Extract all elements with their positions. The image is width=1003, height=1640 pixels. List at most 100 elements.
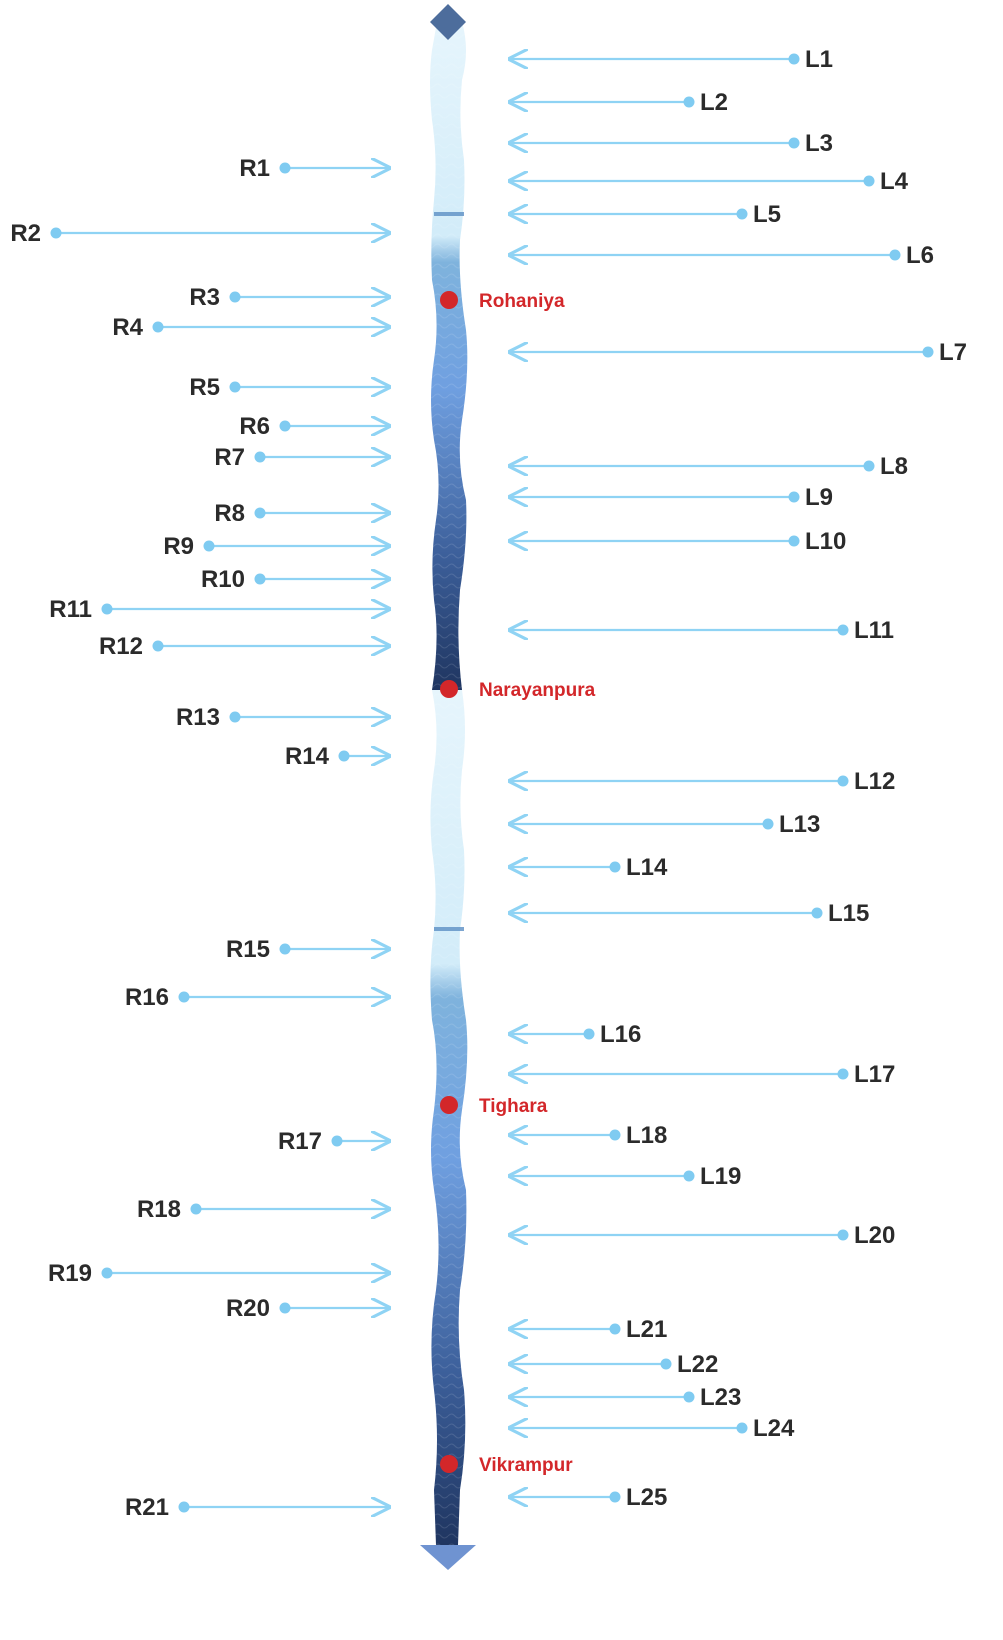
tributary-l25: L25 — [510, 1484, 667, 1511]
tributary-l15: L15 — [510, 900, 869, 927]
tributary-r2: R2 — [10, 220, 389, 247]
right-tributaries: R1 R2 R3 R4 R5 R6 R7 R8 R9 R10 R11 R12 R13 R14 R15 R16 R… — [10, 155, 389, 1521]
tributary-label: R8 — [214, 500, 245, 527]
tributary-l21: L21 — [510, 1316, 667, 1343]
tributary-label: L2 — [700, 89, 728, 116]
tributary-origin-dot — [178, 1501, 190, 1513]
tributary-origin-dot — [788, 53, 800, 65]
tributary-label: R14 — [285, 743, 330, 770]
tributary-label: R11 — [49, 596, 92, 623]
tributary-origin-dot — [837, 775, 849, 787]
tributary-label: L1 — [805, 46, 833, 73]
tributary-label: R17 — [278, 1128, 322, 1155]
tributary-label: L11 — [854, 617, 894, 644]
tributary-origin-dot — [279, 420, 291, 432]
tributary-l7: L7 — [510, 339, 967, 366]
tributary-origin-dot — [101, 1267, 113, 1279]
tributary-label: L9 — [805, 484, 833, 511]
river-source-diamond-icon — [430, 4, 466, 40]
tributary-label: L17 — [854, 1061, 895, 1088]
tributary-r19: R19 — [48, 1260, 389, 1287]
tributary-l5: L5 — [510, 201, 781, 228]
place-narayanpura: Narayanpura — [440, 680, 596, 701]
tributary-origin-dot — [254, 507, 266, 519]
tributary-origin-dot — [279, 1302, 291, 1314]
tributary-r20: R20 — [226, 1295, 389, 1322]
tributary-label: R19 — [48, 1260, 92, 1287]
tributary-label: L23 — [700, 1384, 741, 1411]
tributary-origin-dot — [254, 573, 266, 585]
tributary-label: L16 — [600, 1021, 641, 1048]
tributary-label: R15 — [226, 936, 270, 963]
tributary-origin-dot — [583, 1028, 595, 1040]
tributary-r1: R1 — [239, 155, 389, 182]
tributary-l22: L22 — [510, 1351, 718, 1378]
tributary-l12: L12 — [510, 768, 895, 795]
tributary-l23: L23 — [510, 1384, 741, 1411]
tributary-label: L7 — [939, 339, 967, 366]
tributary-r10: R10 — [201, 566, 389, 593]
tributary-label: L19 — [700, 1163, 741, 1190]
tributary-origin-dot — [660, 1358, 672, 1370]
tributary-label: R4 — [112, 314, 143, 341]
location-dot-icon — [440, 291, 458, 309]
tributary-label: R20 — [226, 1295, 270, 1322]
tributary-origin-dot — [229, 711, 241, 723]
tributary-label: L13 — [779, 811, 820, 838]
tributary-origin-dot — [190, 1203, 202, 1215]
tributary-origin-dot — [101, 603, 113, 615]
tributary-r3: R3 — [189, 284, 389, 311]
location-dot-icon — [440, 1455, 458, 1473]
location-dot-icon — [440, 680, 458, 698]
tributary-origin-dot — [683, 1170, 695, 1182]
tributary-origin-dot — [609, 861, 621, 873]
tributary-label: R1 — [239, 155, 270, 182]
tributary-origin-dot — [863, 460, 875, 472]
tributary-r21: R21 — [125, 1494, 389, 1521]
tributary-label: R2 — [10, 220, 41, 247]
tributary-origin-dot — [837, 1229, 849, 1241]
tributary-r8: R8 — [214, 500, 389, 527]
tributary-origin-dot — [837, 624, 849, 636]
tributary-origin-dot — [229, 291, 241, 303]
tributary-label: L22 — [677, 1351, 718, 1378]
tributary-l20: L20 — [510, 1222, 895, 1249]
tributary-origin-dot — [152, 321, 164, 333]
tributary-label: L15 — [828, 900, 869, 927]
tributary-label: R7 — [214, 444, 245, 471]
tributary-origin-dot — [683, 1391, 695, 1403]
tributary-origin-dot — [788, 535, 800, 547]
tributary-l19: L19 — [510, 1163, 741, 1190]
tributary-label: R6 — [239, 413, 270, 440]
tributary-origin-dot — [178, 991, 190, 1003]
place-label: Tighara — [479, 1096, 548, 1117]
tributary-r6: R6 — [239, 413, 389, 440]
tributary-origin-dot — [609, 1129, 621, 1141]
tributary-origin-dot — [863, 175, 875, 187]
river-mouth-arrow-down-icon — [420, 1545, 476, 1570]
tributary-l1: L1 — [510, 46, 833, 73]
tributary-origin-dot — [889, 249, 901, 261]
tributary-origin-dot — [811, 907, 823, 919]
tributary-r13: R13 — [176, 704, 389, 731]
tributary-label: L4 — [880, 168, 909, 195]
river-texture-upper — [430, 22, 468, 690]
tributary-origin-dot — [788, 137, 800, 149]
tributary-origin-dot — [50, 227, 62, 239]
tributary-label: R10 — [201, 566, 245, 593]
tributary-origin-dot — [331, 1135, 343, 1147]
tributary-label: R16 — [125, 984, 169, 1011]
place-label: Narayanpura — [479, 680, 596, 701]
tributary-origin-dot — [922, 346, 934, 358]
tributary-origin-dot — [788, 491, 800, 503]
tributary-origin-dot — [279, 943, 291, 955]
tributary-label: L6 — [906, 242, 934, 269]
tributary-label: R18 — [137, 1196, 181, 1223]
river-waterline-upper — [434, 212, 464, 216]
tributary-origin-dot — [203, 540, 215, 552]
tributary-label: R3 — [189, 284, 220, 311]
tributary-label: L10 — [805, 528, 846, 555]
place-rohaniya: Rohaniya — [440, 291, 565, 312]
tributary-r12: R12 — [99, 633, 389, 660]
